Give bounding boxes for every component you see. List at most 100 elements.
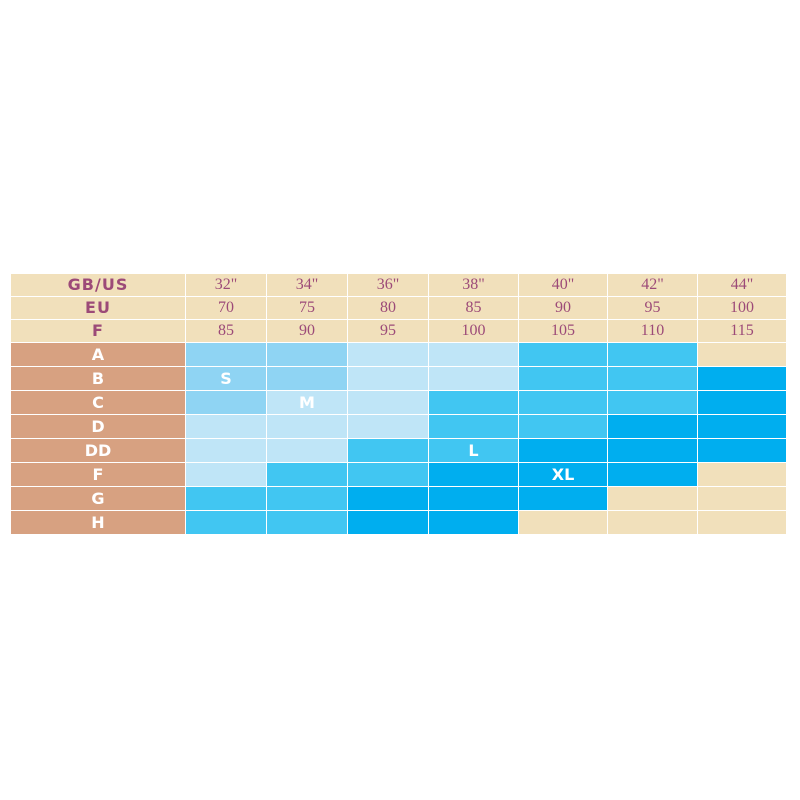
size-cell-empty bbox=[698, 463, 786, 487]
size-cell-m bbox=[267, 439, 348, 463]
cup-size-label: D bbox=[11, 415, 186, 439]
size-cell-s bbox=[267, 367, 348, 391]
cup-size-label: B bbox=[11, 367, 186, 391]
band-size-value: 100 bbox=[429, 320, 519, 343]
band-size-value: 34" bbox=[267, 274, 348, 297]
size-label-m: M bbox=[267, 391, 348, 415]
cup-row-g: G bbox=[11, 487, 786, 511]
band-size-value: 85 bbox=[186, 320, 267, 343]
size-cell-m bbox=[348, 367, 429, 391]
size-cell-l bbox=[186, 511, 267, 535]
size-cell-m bbox=[348, 343, 429, 367]
size-cell-l bbox=[429, 391, 519, 415]
size-cell-m bbox=[348, 391, 429, 415]
size-cell-l bbox=[267, 487, 348, 511]
band-size-value: 40" bbox=[519, 274, 608, 297]
size-cell-l bbox=[429, 415, 519, 439]
band-size-value: 75 bbox=[267, 297, 348, 320]
size-cell-s bbox=[267, 343, 348, 367]
band-size-value: 70 bbox=[186, 297, 267, 320]
cup-row-d: D bbox=[11, 415, 786, 439]
size-cell-m bbox=[186, 415, 267, 439]
size-cell-empty bbox=[519, 511, 608, 535]
cup-size-label: A bbox=[11, 343, 186, 367]
size-cell-s bbox=[186, 343, 267, 367]
size-cell-l bbox=[519, 343, 608, 367]
cup-size-label: G bbox=[11, 487, 186, 511]
size-cell-xl bbox=[608, 415, 698, 439]
size-cell-empty bbox=[698, 511, 786, 535]
size-chart-body: GB/US 32" 34" 36" 38" 40" 42" 44" EU 70 75 80 85 90 95… bbox=[11, 274, 786, 535]
band-size-value: 115 bbox=[698, 320, 786, 343]
cup-size-label: H bbox=[11, 511, 186, 535]
size-cell-l bbox=[519, 415, 608, 439]
size-cell-l bbox=[608, 367, 698, 391]
size-cell-xl bbox=[698, 367, 786, 391]
size-system-label: F bbox=[11, 320, 186, 343]
size-label-xl: XL bbox=[519, 463, 608, 487]
size-cell-m bbox=[267, 415, 348, 439]
cup-size-label: F bbox=[11, 463, 186, 487]
size-system-label: EU bbox=[11, 297, 186, 320]
band-size-value: 105 bbox=[519, 320, 608, 343]
cup-size-label: C bbox=[11, 391, 186, 415]
band-size-value: 38" bbox=[429, 274, 519, 297]
cup-row-f: F XL bbox=[11, 463, 786, 487]
size-cell-empty bbox=[698, 487, 786, 511]
band-size-value: 95 bbox=[608, 297, 698, 320]
cup-row-a: A bbox=[11, 343, 786, 367]
band-size-value: 95 bbox=[348, 320, 429, 343]
size-system-label: GB/US bbox=[11, 274, 186, 297]
size-cell-xl bbox=[608, 439, 698, 463]
size-cell-m bbox=[348, 415, 429, 439]
size-cell-xl bbox=[429, 511, 519, 535]
size-cell-l bbox=[519, 367, 608, 391]
size-cell-l bbox=[608, 343, 698, 367]
band-size-row-f: F 85 90 95 100 105 110 115 bbox=[11, 320, 786, 343]
size-cell-s bbox=[186, 391, 267, 415]
size-cell-l bbox=[267, 511, 348, 535]
band-size-value: 110 bbox=[608, 320, 698, 343]
size-cell-l bbox=[186, 487, 267, 511]
band-size-value: 32" bbox=[186, 274, 267, 297]
size-label-l: L bbox=[429, 439, 519, 463]
size-cell-xl bbox=[698, 415, 786, 439]
bra-size-chart: GB/US 32" 34" 36" 38" 40" 42" 44" EU 70 75 80 85 90 95… bbox=[11, 274, 786, 535]
band-size-value: 85 bbox=[429, 297, 519, 320]
band-size-row-gb-us: GB/US 32" 34" 36" 38" 40" 42" 44" bbox=[11, 274, 786, 297]
size-cell-l bbox=[348, 463, 429, 487]
band-size-value: 90 bbox=[519, 297, 608, 320]
size-cell-xl bbox=[519, 439, 608, 463]
size-cell-m bbox=[186, 439, 267, 463]
size-cell-xl bbox=[608, 463, 698, 487]
size-cell-l bbox=[519, 391, 608, 415]
size-cell-empty bbox=[608, 487, 698, 511]
band-size-value: 44" bbox=[698, 274, 786, 297]
size-cell-l bbox=[608, 391, 698, 415]
size-cell-xl bbox=[698, 439, 786, 463]
band-size-value: 90 bbox=[267, 320, 348, 343]
cup-size-label: DD bbox=[11, 439, 186, 463]
size-cell-m bbox=[186, 463, 267, 487]
band-size-value: 36" bbox=[348, 274, 429, 297]
size-cell-l bbox=[348, 439, 429, 463]
size-cell-xl bbox=[519, 487, 608, 511]
band-size-value: 80 bbox=[348, 297, 429, 320]
size-label-s: S bbox=[186, 367, 267, 391]
size-cell-empty bbox=[698, 343, 786, 367]
size-cell-l bbox=[267, 463, 348, 487]
size-cell-xl bbox=[429, 463, 519, 487]
band-size-value: 42" bbox=[608, 274, 698, 297]
cup-row-h: H bbox=[11, 511, 786, 535]
cup-row-dd: DD L bbox=[11, 439, 786, 463]
size-cell-m bbox=[429, 343, 519, 367]
size-cell-xl bbox=[429, 487, 519, 511]
size-cell-empty bbox=[608, 511, 698, 535]
size-cell-m bbox=[429, 367, 519, 391]
size-cell-xl bbox=[698, 391, 786, 415]
band-size-value: 100 bbox=[698, 297, 786, 320]
size-cell-xl bbox=[348, 511, 429, 535]
band-size-row-eu: EU 70 75 80 85 90 95 100 bbox=[11, 297, 786, 320]
